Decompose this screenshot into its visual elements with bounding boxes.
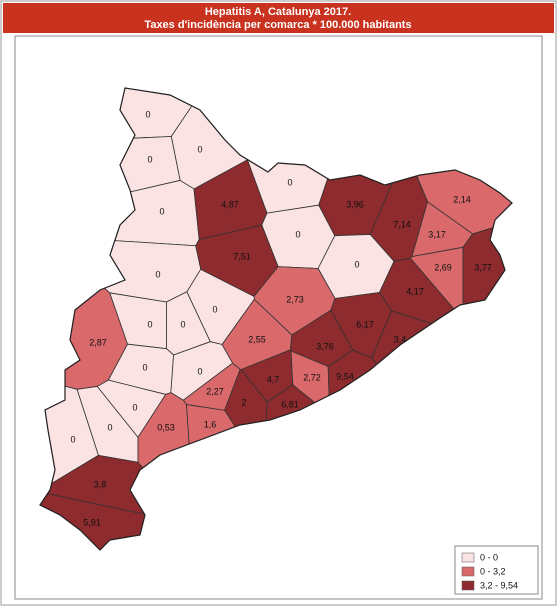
comarca-label: 0 bbox=[155, 269, 160, 279]
comarca-label: 3,8 bbox=[94, 479, 107, 489]
comarca-label: 4,17 bbox=[406, 286, 424, 296]
comarca-label: 0 bbox=[159, 206, 164, 216]
comarca-label: 2,73 bbox=[286, 294, 304, 304]
comarca-label: 5,91 bbox=[83, 517, 101, 527]
comarca-label: 1,6 bbox=[204, 419, 217, 429]
comarca-label: 2,72 bbox=[303, 372, 321, 382]
labels: 0 0 0 0 4,87 0 3,96 2,14 7,14 3,17 0 7,51 0 2,69 3,77 0… bbox=[70, 109, 491, 527]
comarca-label: 2,55 bbox=[248, 334, 266, 344]
comarca-label: 0 bbox=[295, 229, 300, 239]
comarca-label: 0 bbox=[107, 422, 112, 432]
comarca-label: 0 bbox=[212, 304, 217, 314]
subtitle: Taxes d'incidència per comarca * 100.000… bbox=[144, 19, 411, 31]
legend-swatch bbox=[461, 580, 475, 591]
comarca-label: 0 bbox=[142, 362, 147, 372]
comarca-label: 3,17 bbox=[428, 229, 446, 239]
comarca-label: 2 bbox=[241, 397, 246, 407]
comarca-label: 2,27 bbox=[206, 386, 224, 396]
comarca-label: 0 bbox=[132, 402, 137, 412]
comarca-label: 0 bbox=[287, 177, 292, 187]
legend-label: 0 - 3,2 bbox=[480, 566, 506, 576]
legend-swatch bbox=[461, 566, 475, 577]
comarca-label: 0 bbox=[145, 109, 150, 119]
comarca-label: 0 bbox=[147, 154, 152, 164]
comarca-label: 4,87 bbox=[221, 199, 239, 209]
comarca-label: 7,14 bbox=[393, 219, 411, 229]
comarca-label: 3,4 bbox=[394, 334, 407, 344]
comarca-label: 0,53 bbox=[157, 422, 175, 432]
comarca-label: 2,87 bbox=[89, 337, 107, 347]
title: Hepatitis A, Catalunya 2017. bbox=[205, 6, 351, 18]
comarca-label: 0 bbox=[180, 319, 185, 329]
comarca-label: 0 bbox=[70, 434, 75, 444]
comarca-label: 0 bbox=[147, 319, 152, 329]
outline bbox=[39, 87, 513, 551]
legend-label: 3,2 - 9,54 bbox=[480, 580, 518, 590]
legend-label: 0 - 0 bbox=[480, 552, 498, 562]
title-bar bbox=[3, 3, 554, 33]
comarca-label: 4,7 bbox=[267, 374, 280, 384]
legend: 0 - 0 0 - 3,2 3,2 - 9,54 bbox=[461, 552, 518, 591]
comarca-label: 0 bbox=[197, 144, 202, 154]
comarca-label: 9,54 bbox=[336, 371, 354, 381]
comarca-label: 3,76 bbox=[316, 341, 334, 351]
comarca-label: 3,96 bbox=[346, 199, 364, 209]
regions bbox=[39, 87, 513, 551]
comarca-label: 6,81 bbox=[281, 399, 299, 409]
comarca-label: 2,69 bbox=[434, 262, 452, 272]
comarca-label: 0 bbox=[354, 259, 359, 269]
comarca-label: 3,77 bbox=[474, 262, 492, 272]
map-frame bbox=[14, 35, 543, 600]
comarca-label: 7,51 bbox=[233, 251, 251, 261]
legend-swatch bbox=[461, 552, 475, 563]
comarca-label: 2,14 bbox=[453, 194, 471, 204]
comarca-label: 6,17 bbox=[356, 319, 374, 329]
comarca-label: 0 bbox=[197, 366, 202, 376]
